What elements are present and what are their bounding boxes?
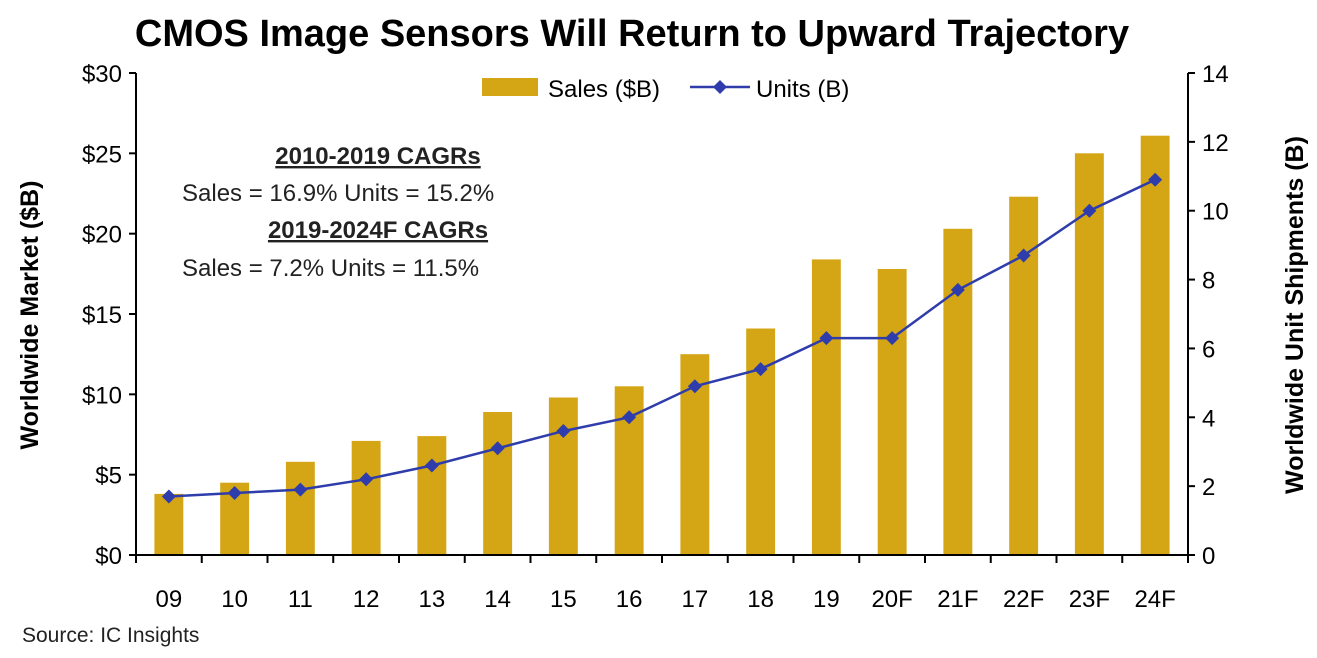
tick-labels: $0 $5 $10 $15 $20 $25 $30 0 2 4 6 8 10 12 14 09 10 11 12 13… bbox=[82, 61, 1229, 613]
y-axis-right-label: Worldwide Unit Shipments (B) bbox=[1281, 136, 1309, 494]
legend: Sales ($B) Units (B) bbox=[482, 76, 849, 103]
y-right-tick-label: 8 bbox=[1202, 268, 1215, 295]
y-right-tick-label: 4 bbox=[1202, 405, 1215, 432]
x-tick-label-18: 18 bbox=[747, 586, 774, 613]
units-point-13 bbox=[424, 458, 439, 473]
y-left-tick-label: $20 bbox=[82, 222, 122, 249]
x-tick-label-16: 16 bbox=[616, 586, 643, 613]
source-note: Source: IC Insights bbox=[22, 624, 199, 647]
units-point-23F bbox=[1082, 203, 1097, 218]
x-tick-label-11: 11 bbox=[288, 586, 313, 613]
y-left-tick-label: $10 bbox=[82, 382, 122, 409]
x-tick-label-22F: 22F bbox=[1003, 586, 1044, 613]
y-right-tick-label: 12 bbox=[1202, 130, 1229, 157]
sales-bar-20F bbox=[877, 269, 907, 555]
x-tick-label-09: 09 bbox=[156, 586, 183, 613]
cagr-heading-1: 2010-2019 CAGRs bbox=[275, 143, 480, 170]
cagr-heading-2: 2019-2024F CAGRs bbox=[268, 217, 488, 244]
axes bbox=[129, 72, 1195, 563]
units-point-12 bbox=[359, 472, 374, 487]
sales-bars bbox=[154, 135, 1170, 556]
x-tick-label-13: 13 bbox=[419, 586, 446, 613]
cagr-text-1: Sales = 16.9% Units = 15.2% bbox=[182, 180, 494, 207]
sales-bar-24F bbox=[1140, 135, 1170, 555]
y-left-tick-label: $15 bbox=[82, 302, 122, 329]
x-tick-label-24F: 24F bbox=[1134, 586, 1175, 613]
units-point-09 bbox=[161, 489, 176, 504]
cagr-annotation: 2010-2019 CAGRs Sales = 16.9% Units = 15… bbox=[182, 143, 494, 282]
units-point-15 bbox=[556, 424, 571, 439]
sales-bar-09 bbox=[154, 493, 184, 555]
units-point-20F bbox=[885, 331, 900, 346]
y-axis-left-label: Worldwide Market ($B) bbox=[16, 180, 44, 449]
units-point-18 bbox=[753, 362, 768, 377]
legend-units-marker bbox=[713, 80, 727, 94]
y-left-tick-label: $5 bbox=[95, 463, 122, 490]
x-tick-label-10: 10 bbox=[221, 586, 248, 613]
sales-bar-11 bbox=[285, 461, 315, 555]
x-tick-label-15: 15 bbox=[550, 586, 577, 613]
legend-sales-label: Sales ($B) bbox=[548, 76, 660, 103]
y-right-tick-label: 10 bbox=[1202, 199, 1229, 226]
y-left-tick-label: $30 bbox=[82, 61, 122, 88]
x-tick-label-19: 19 bbox=[813, 586, 840, 613]
units-point-19 bbox=[819, 331, 834, 346]
units-line-path bbox=[168, 178, 1156, 498]
sales-bar-15 bbox=[548, 397, 578, 555]
sales-bar-12 bbox=[351, 440, 381, 555]
chart-title: CMOS Image Sensors Will Return to Upward… bbox=[135, 13, 1129, 55]
y-left-tick-label: $25 bbox=[82, 141, 122, 168]
x-tick-label-23F: 23F bbox=[1069, 586, 1110, 613]
cagr-text-2: Sales = 7.2% Units = 11.5% bbox=[182, 255, 479, 282]
x-tick-label-14: 14 bbox=[484, 586, 511, 613]
units-point-21F bbox=[950, 282, 965, 297]
units-line-series bbox=[161, 172, 1163, 504]
sales-bar-23F bbox=[1074, 153, 1104, 556]
units-point-17 bbox=[687, 379, 702, 394]
x-tick-label-12: 12 bbox=[353, 586, 380, 613]
units-point-22F bbox=[1016, 248, 1031, 263]
y-right-tick-label: 6 bbox=[1202, 336, 1215, 363]
units-point-14 bbox=[490, 441, 505, 456]
x-tick-label-21F: 21F bbox=[937, 586, 978, 613]
sales-bar-19 bbox=[811, 259, 841, 555]
legend-sales-swatch bbox=[482, 78, 538, 96]
y-left-tick-label: $0 bbox=[95, 543, 122, 570]
units-point-16 bbox=[622, 410, 637, 425]
y-right-tick-label: 14 bbox=[1202, 61, 1229, 88]
units-point-24F bbox=[1148, 172, 1163, 187]
sales-bar-21F bbox=[943, 228, 973, 556]
y-right-tick-label: 0 bbox=[1202, 543, 1215, 570]
legend-units-label: Units (B) bbox=[756, 76, 849, 103]
units-point-11 bbox=[293, 482, 308, 497]
x-tick-label-17: 17 bbox=[682, 586, 709, 613]
units-point-10 bbox=[227, 486, 242, 501]
x-tick-label-20F: 20F bbox=[871, 586, 912, 613]
y-right-tick-label: 2 bbox=[1202, 474, 1215, 501]
sales-bar-13 bbox=[417, 436, 447, 555]
sales-bar-14 bbox=[483, 412, 513, 555]
